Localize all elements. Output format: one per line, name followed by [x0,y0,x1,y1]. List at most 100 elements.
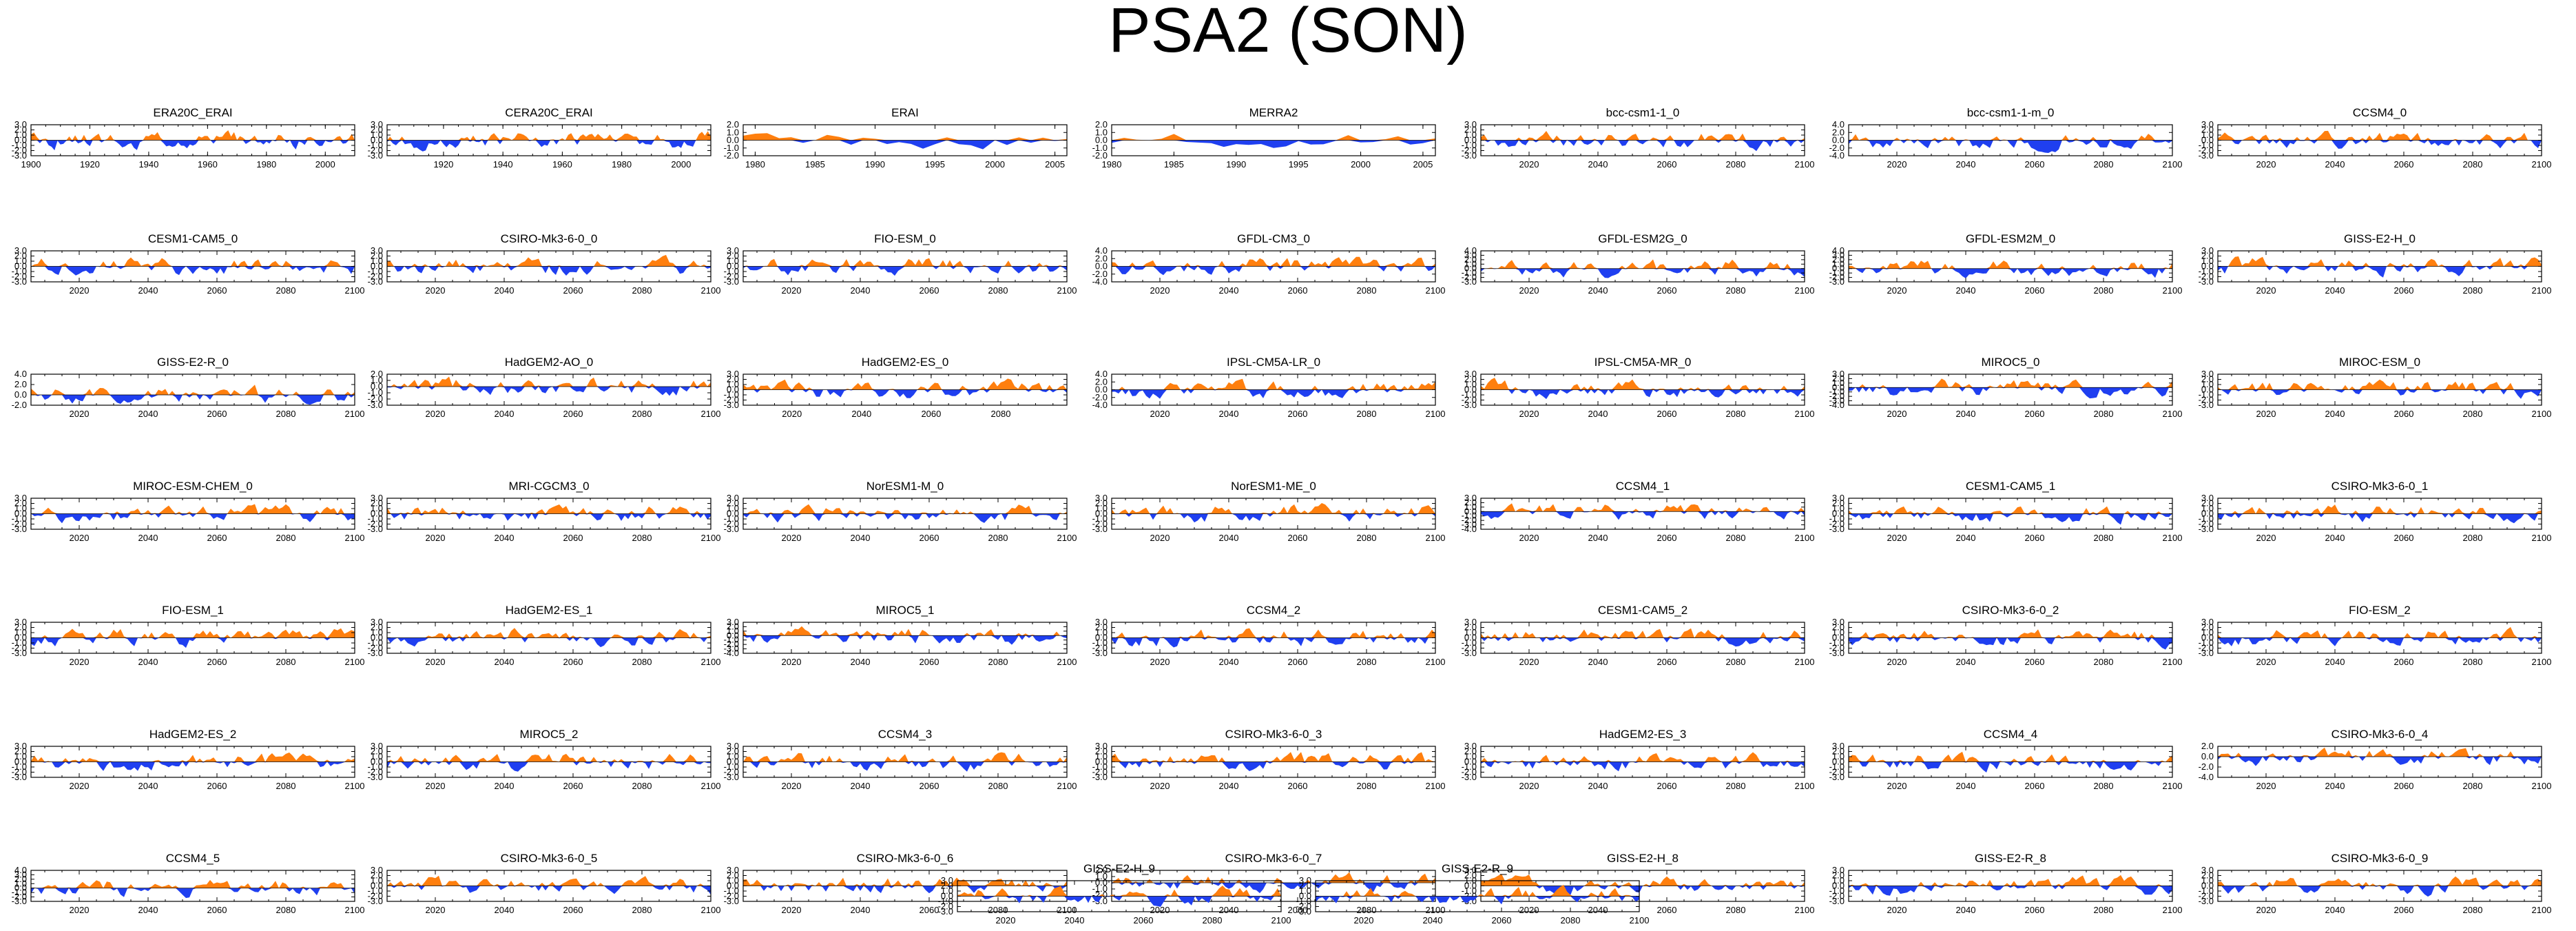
y-tick-label: -2.0 [1092,643,1108,653]
y-tick-label: 0.0 [371,261,383,272]
y-tick-label: 3.0 [1095,741,1108,751]
x-tick-label: 2020 [70,533,90,543]
panel-title: CCSM4_1 [1616,480,1670,493]
panel-bcc-csm1-1_0: bcc-csm1-1_0 3.02.01.00.0-1.0-2.0-3.0 2020… [1462,106,1815,170]
x-tick-label: 2080 [988,905,1008,915]
y-tick-label: -2.0 [724,639,739,649]
x-tick-label: 2100 [1057,781,1077,791]
x-tick-label: 1985 [805,159,825,170]
y-tick-label: -3.0 [1092,648,1108,658]
y-tick-label: 3.0 [1464,741,1477,751]
panel-CCSM4_1: CCSM4_1 3.02.01.00.0-1.0-2.0-3.0-4.0 2020 2… [1462,480,1815,543]
y-tick-label: -1.0 [12,887,27,897]
negative-area [2218,266,2542,278]
x-tick-label: 2080 [2463,159,2483,170]
x-tick-label: 2040 [851,657,871,667]
y-tick-label: 2.0 [371,622,383,633]
negative-area [743,513,1067,523]
axis-frame [1848,250,2173,283]
y-tick-label: 0.0 [2201,881,2214,891]
y-tick-label: -3.0 [1829,396,1845,406]
y-tick-label: 0.0 [2201,751,2214,761]
panel-title: GISS-E2-H_8 [1607,852,1679,865]
x-tick-label: 2020 [1887,533,1907,543]
x-tick-label: 2040 [2325,159,2345,170]
negative-area [387,761,711,772]
y-tick-label: -2.0 [1829,643,1845,653]
y-tick-label: -3.0 [12,772,27,782]
y-tick-label: -1.0 [724,389,739,400]
panel-GFDL-ESM2M_0: GFDL-ESM2M_0 4.03.02.01.00.0-1.0-2.0-3.0 2… [1829,232,2183,296]
x-tick-label: 2080 [2094,905,2114,915]
x-tick-label: 2020 [1150,905,1170,915]
y-tick-label: -2.0 [1462,395,1477,405]
positive-area [387,254,711,267]
negative-area [2218,140,2542,149]
x-tick-label: 2060 [207,285,227,296]
panel-MIROC5_0: MIROC5_0 3.02.01.00.0-1.0-2.0-3.0-4.0 2020… [1829,356,2183,419]
x-tick-label: 2080 [2094,159,2114,170]
y-tick-label: 1.0 [371,503,383,513]
x-tick-label: 2040 [138,285,158,296]
y-tick-label: -3.0 [1462,648,1477,658]
y-tick-label: -3.0 [368,772,383,782]
x-tick-label: 2005 [1045,159,1065,170]
panel-title: CSIRO-Mk3-6-0_4 [2331,728,2429,741]
positive-area [1849,751,2172,762]
y-tick-label: 1.0 [727,626,739,636]
y-tick-label: 1.0 [727,127,739,137]
panel-MIROC5_1: MIROC5_1 3.02.01.00.0-1.0-2.0-3.0-4.0 2020… [724,604,1077,667]
positive-area [1112,628,1435,638]
x-tick-label: 2100 [701,285,721,296]
panel-title: GISS-E2-R_0 [157,356,229,369]
x-tick-label: 2060 [2025,657,2045,667]
x-tick-label: 2060 [1288,781,1308,791]
y-tick-label: 0.0 [1095,509,1108,519]
panel-title: CSIRO-Mk3-6-0_2 [1962,604,2059,617]
x-tick-label: 2080 [1561,915,1581,925]
x-tick-label: 2040 [1219,409,1239,419]
panel-title: bcc-csm1-1-m_0 [1967,106,2055,119]
y-tick-label: 2.0 [727,498,739,509]
y-tick-label: 3.0 [727,493,739,503]
y-tick-label: 1.0 [14,627,27,637]
y-tick-label: -4.0 [1829,150,1845,161]
y-tick-label: 2.0 [1095,119,1108,130]
y-tick-label: 0.0 [1832,509,1845,519]
x-tick-label: 2040 [1065,915,1085,925]
y-tick-label: 3.0 [14,741,27,751]
x-tick-label: 2080 [1203,915,1223,925]
y-tick-label: -3.0 [368,896,383,906]
panel-MIROC-ESM-CHEM_0: MIROC-ESM-CHEM_0 3.02.01.00.0-1.0-2.0-3.0… [12,480,365,543]
panel-title: IPSL-CM5A-LR_0 [1227,356,1320,369]
y-tick-label: -3.0 [724,524,739,534]
negative-area [1849,513,2172,525]
y-tick-label: -1.0 [1092,513,1108,524]
y-tick-label: -2.0 [1829,272,1845,283]
x-tick-label: 2020 [1887,905,1907,915]
x-tick-label: 2020 [1519,409,1539,419]
x-tick-label: 2060 [1288,409,1308,419]
negative-area [743,389,1067,398]
y-tick-label: 2.0 [371,498,383,509]
y-tick-label: 2.0 [1832,127,1845,137]
y-tick-label: -3.0 [724,400,739,410]
panel-CCSM4_3: CCSM4_3 3.02.01.00.0-1.0-2.0-3.0 2020 2040 2… [724,728,1077,791]
y-tick-label: 2.0 [727,374,739,385]
x-tick-label: 1990 [1226,159,1246,170]
y-tick-label: -2.0 [1092,150,1108,161]
panel-ERAI: ERAI 2.01.00.0-1.0-2.0 1980 1985 1990 1995 200… [724,106,1068,170]
x-tick-label: 2020 [1150,657,1170,667]
x-tick-label: 2100 [2163,159,2183,170]
x-tick-label: 2080 [988,657,1008,667]
x-tick-label: 2080 [1726,533,1746,543]
positive-area [1112,134,1435,141]
x-tick-label: 2080 [276,905,296,915]
y-tick-label: 1.0 [727,256,739,266]
y-tick-label: 0.0 [1832,263,1845,274]
y-tick-label: -4.0 [1462,524,1477,534]
positive-area [743,378,1067,390]
y-tick-label: -2.0 [1462,272,1477,283]
panel-CSIRO-Mk3-6-0_0: CSIRO-Mk3-6-0_0 3.02.01.00.0-1.0-2.0-3.0 2… [368,232,721,296]
